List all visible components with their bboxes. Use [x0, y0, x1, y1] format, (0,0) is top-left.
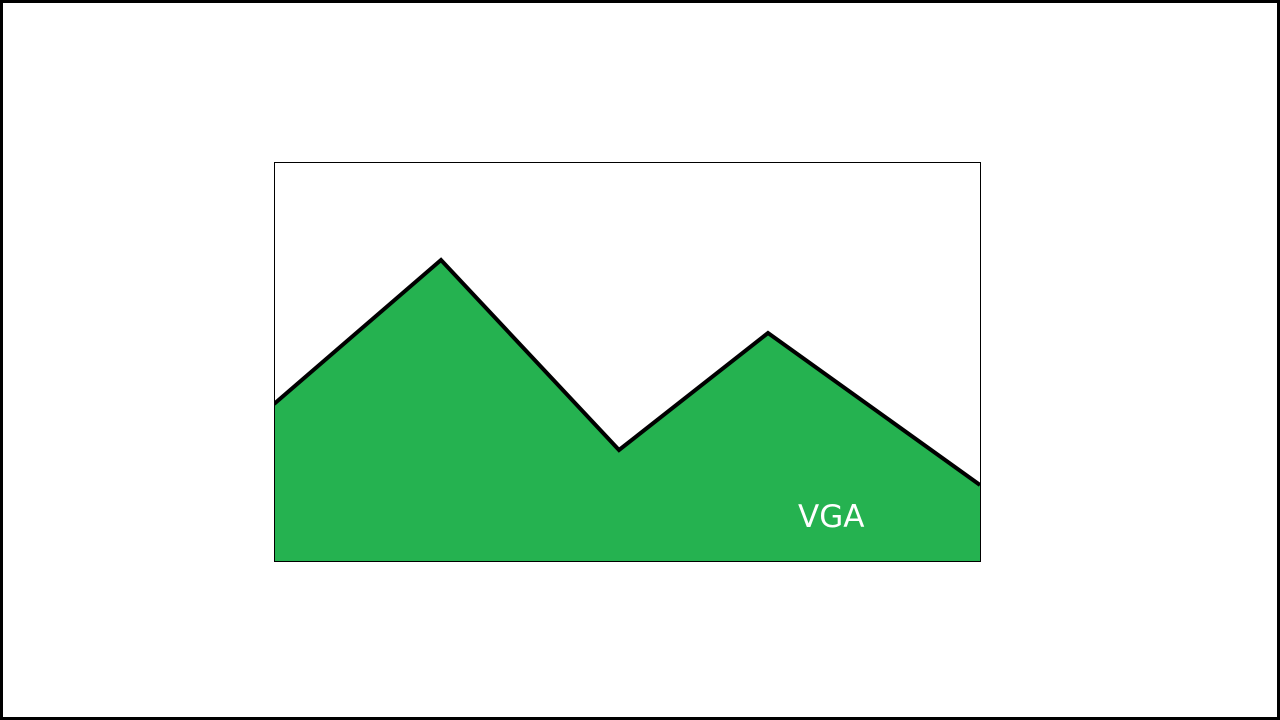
- image-border: [274, 162, 981, 562]
- mountain-shape: [274, 260, 980, 562]
- mountain-ridge-line: [274, 257, 981, 487]
- mountain-image-frame: [274, 162, 981, 562]
- mountain-illustration: [274, 162, 981, 562]
- vga-label: VGA: [798, 499, 865, 535]
